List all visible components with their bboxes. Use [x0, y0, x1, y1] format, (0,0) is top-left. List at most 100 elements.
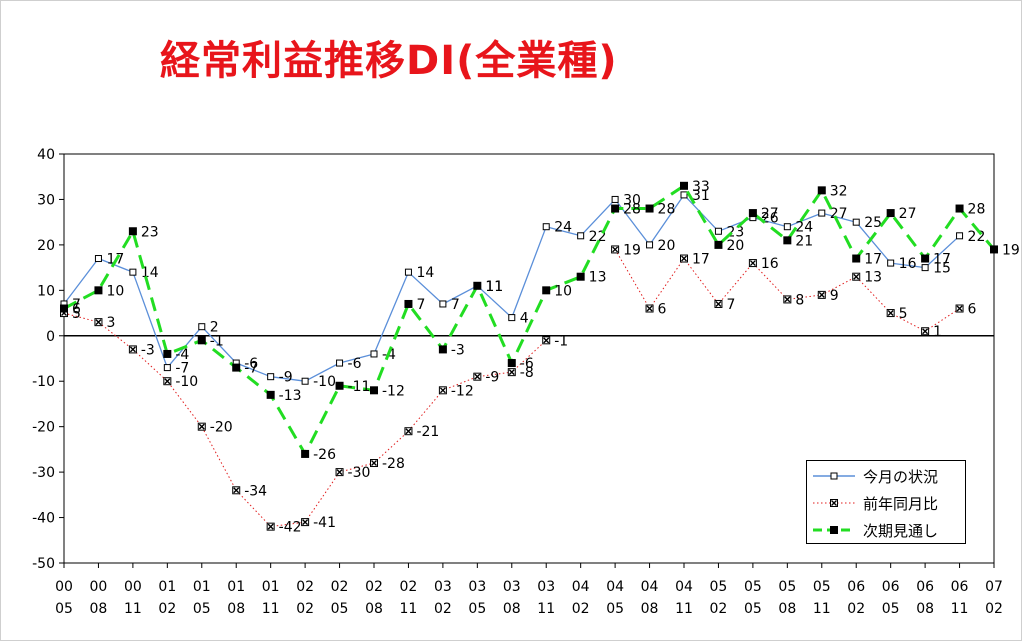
x-tick-label-month: 11 [675, 601, 693, 617]
data-label: 1 [933, 324, 942, 340]
x-tick-label-month: 05 [193, 601, 211, 617]
data-point-mark [233, 487, 240, 494]
data-point [680, 181, 688, 190]
data-label: 23 [726, 224, 744, 240]
data-point-mark [956, 305, 963, 312]
series-line-outlook [63, 184, 996, 456]
y-tick-label: 0 [46, 329, 55, 345]
data-point [542, 286, 551, 295]
data-point [783, 223, 791, 231]
x-tick-label-month: 08 [90, 601, 108, 617]
data-point [266, 390, 275, 399]
data-point [370, 386, 378, 395]
data-label: -1 [554, 333, 568, 349]
x-tick-label-year: 00 [55, 579, 73, 595]
data-label: -34 [244, 483, 267, 499]
data-label: -7 [175, 361, 189, 377]
data-point [507, 359, 516, 368]
data-point [335, 381, 344, 390]
data-point-mark [887, 310, 894, 317]
data-point-mark [612, 246, 619, 253]
data-point-mark [715, 300, 722, 307]
data-label: -3 [141, 342, 155, 358]
data-label: -13 [279, 388, 302, 404]
data-point-mark [853, 273, 860, 280]
data-point-mark [749, 260, 756, 267]
x-tick-label-year: 01 [262, 579, 280, 595]
data-label: -1 [210, 333, 224, 349]
data-point-mark [646, 305, 653, 312]
x-tick-label-year: 03 [503, 579, 521, 595]
x-tick-label-year: 03 [537, 579, 555, 595]
data-point-mark [543, 337, 550, 344]
data-point [817, 186, 826, 195]
data-point [198, 323, 206, 331]
data-point [94, 255, 102, 263]
x-tick-label-month: 11 [262, 601, 280, 617]
data-point-mark [302, 519, 309, 526]
data-label: 28 [658, 202, 676, 218]
data-point [748, 209, 757, 218]
data-label: 8 [795, 292, 804, 308]
data-point [611, 195, 619, 203]
x-tick-label-year: 06 [882, 579, 900, 595]
data-point [404, 268, 412, 276]
data-label: 7 [72, 297, 81, 313]
data-label: 24 [795, 220, 813, 236]
data-label: 13 [864, 270, 882, 286]
data-point [267, 373, 275, 381]
data-point-mark [784, 296, 791, 303]
data-point [921, 264, 929, 272]
data-label: 14 [416, 265, 434, 281]
x-tick-label-year: 02 [400, 579, 418, 595]
x-tick-label-year: 07 [985, 579, 1003, 595]
data-label: 7 [726, 297, 735, 313]
x-tick-label-year: 05 [744, 579, 762, 595]
data-point [163, 349, 172, 358]
data-point [301, 449, 310, 458]
data-label: -9 [279, 370, 293, 386]
data-point-mark [164, 378, 171, 385]
data-point-mark [439, 387, 446, 394]
data-point [301, 377, 309, 385]
data-label: -8 [520, 365, 534, 381]
x-tick-label-month: 02 [985, 601, 1003, 617]
x-tick-label-month: 02 [847, 601, 865, 617]
data-label: 26 [761, 211, 779, 227]
data-label: -10 [313, 374, 336, 390]
data-point [714, 227, 722, 235]
x-tick-label-year: 02 [331, 579, 349, 595]
data-label: 33 [692, 179, 710, 195]
data-label: 11 [485, 279, 503, 295]
data-point [646, 241, 654, 249]
data-label: 27 [899, 206, 917, 222]
data-label: 25 [864, 215, 882, 231]
data-label: 15 [933, 261, 951, 277]
data-point [129, 268, 137, 276]
data-label: 28 [623, 202, 641, 218]
legend-swatch-yoy [813, 499, 855, 507]
x-tick-label-month: 08 [641, 601, 659, 617]
data-label: 17 [692, 252, 710, 268]
y-tick-label: -40 [32, 511, 55, 527]
data-label: 6 [72, 302, 81, 318]
data-label: -6 [348, 356, 362, 372]
chart-title: 経常利益推移DI(全業種) [160, 38, 618, 84]
x-tick-label-month: 11 [124, 601, 142, 617]
x-tick-label-year: 05 [778, 579, 796, 595]
x-tick-label-month: 05 [55, 601, 73, 617]
data-point [611, 204, 620, 213]
legend-label-yoy: 前年同月比 [863, 495, 939, 513]
data-label: -26 [313, 447, 336, 463]
data-label: -7 [244, 361, 258, 377]
x-tick-label-month: 02 [572, 601, 590, 617]
data-point [60, 304, 68, 313]
data-label: -9 [485, 370, 499, 386]
series-line-yoy [614, 249, 960, 332]
x-tick-label-year: 04 [675, 579, 693, 595]
data-label: 3 [106, 315, 115, 331]
x-axis: 00 05 00 08 00 11 01 02 01 05 01 08 01 11 02 02 02 05 02 08… [55, 563, 1003, 617]
data-point [818, 209, 826, 217]
data-label: 28 [968, 202, 986, 218]
